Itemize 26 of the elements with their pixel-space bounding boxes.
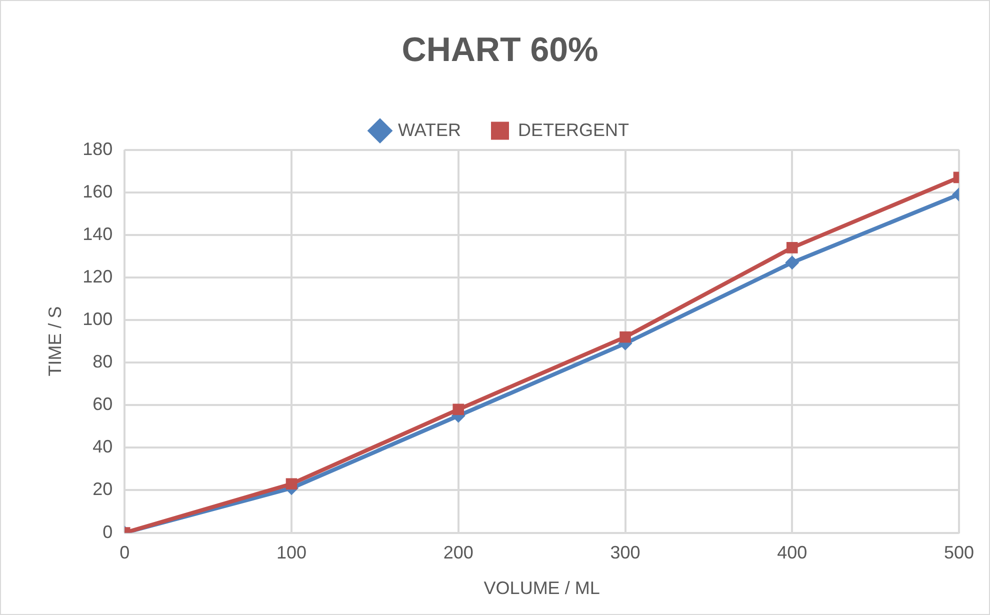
legend-label: WATER [398,120,461,140]
y-tick-label: 100 [82,308,113,329]
y-tick-label: 40 [92,436,113,457]
point [785,256,800,270]
x-tick-label: 0 [120,542,130,563]
y-tick-label: 20 [92,479,113,500]
y-tick-label: 120 [82,266,113,286]
y-tick-label: 180 [82,138,113,159]
y-tick-label: 0 [102,522,113,542]
point [286,478,298,490]
chart-title: CHART 60% [402,30,598,69]
point [786,242,798,254]
x-tick-label: 200 [443,542,474,563]
point [620,331,631,343]
y-tick-label: 80 [92,352,113,372]
y-axis-title: TIME / S [44,306,65,376]
x-tick-label: 100 [276,542,307,563]
y-tick-label: 160 [82,181,113,202]
y-tick-label: 60 [92,394,113,414]
x-tick-label: 400 [777,542,808,563]
x-tick-label: 300 [610,542,640,563]
x-axis-title: VOLUME / ML [484,578,600,598]
point [452,404,464,416]
x-tick-label: 500 [944,542,974,563]
y-tick-label: 140 [82,224,113,244]
legend-label: DETERGENT [518,120,630,140]
